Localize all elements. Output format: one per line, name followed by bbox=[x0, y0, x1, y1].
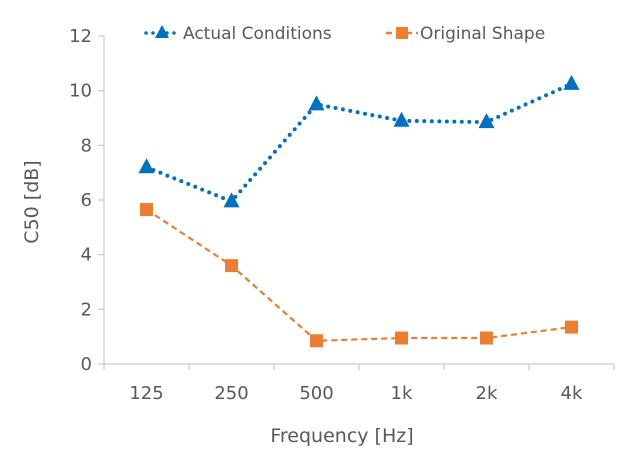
data-point-original-shape bbox=[225, 259, 238, 273]
data-point-original-shape bbox=[395, 331, 408, 345]
x-tick-label: 125 bbox=[129, 383, 163, 404]
legend-item-actual-conditions: Actual Conditions bbox=[144, 24, 332, 44]
data-point-actual-conditions bbox=[393, 111, 410, 127]
data-point-original-shape bbox=[480, 331, 493, 345]
data-point-original-shape bbox=[310, 334, 323, 348]
legend-item-original-shape: Original Shape bbox=[386, 24, 545, 44]
x-tick-label: 250 bbox=[214, 383, 248, 404]
y-axis-title: C50 [dB] bbox=[21, 160, 43, 243]
data-point-actual-conditions bbox=[308, 95, 325, 111]
x-axis-title: Frequency [Hz] bbox=[270, 425, 413, 447]
y-ticks: 0 2 4 6 8 10 12 bbox=[69, 26, 104, 375]
series-line-actual-conditions bbox=[144, 81, 574, 204]
legend-marker-actual-conditions bbox=[155, 25, 169, 38]
data-point-actual-conditions bbox=[563, 74, 580, 90]
x-tick-label: 2k bbox=[476, 383, 498, 404]
legend-label-original-shape: Original Shape bbox=[420, 24, 545, 44]
axes bbox=[103, 36, 614, 365]
y-tick-label: 8 bbox=[81, 135, 92, 156]
data-point-actual-conditions bbox=[223, 192, 240, 208]
data-point-actual-conditions bbox=[138, 158, 155, 174]
x-tick-label: 4k bbox=[561, 383, 583, 404]
data-point-original-shape bbox=[565, 320, 578, 334]
x-tick-label: 500 bbox=[299, 383, 333, 404]
x-tick-label: 1k bbox=[391, 383, 413, 404]
y-tick-label: 12 bbox=[69, 26, 92, 47]
data-point-actual-conditions bbox=[478, 113, 495, 129]
y-tick-label: 6 bbox=[81, 190, 92, 211]
y-tick-label: 0 bbox=[81, 354, 92, 375]
y-tick-label: 10 bbox=[69, 81, 92, 102]
y-tick-label: 2 bbox=[81, 299, 92, 320]
legend-label-actual-conditions: Actual Conditions bbox=[183, 24, 332, 44]
legend-marker-original-shape bbox=[396, 27, 408, 39]
series-line-original-shape bbox=[145, 208, 572, 342]
data-point-original-shape bbox=[140, 203, 153, 217]
series-layer bbox=[138, 74, 580, 348]
y-tick-label: 4 bbox=[81, 245, 92, 266]
x-ticks: 125 250 500 1k 2k 4k bbox=[103, 364, 615, 404]
legend: Actual Conditions Original Shape bbox=[144, 24, 545, 44]
